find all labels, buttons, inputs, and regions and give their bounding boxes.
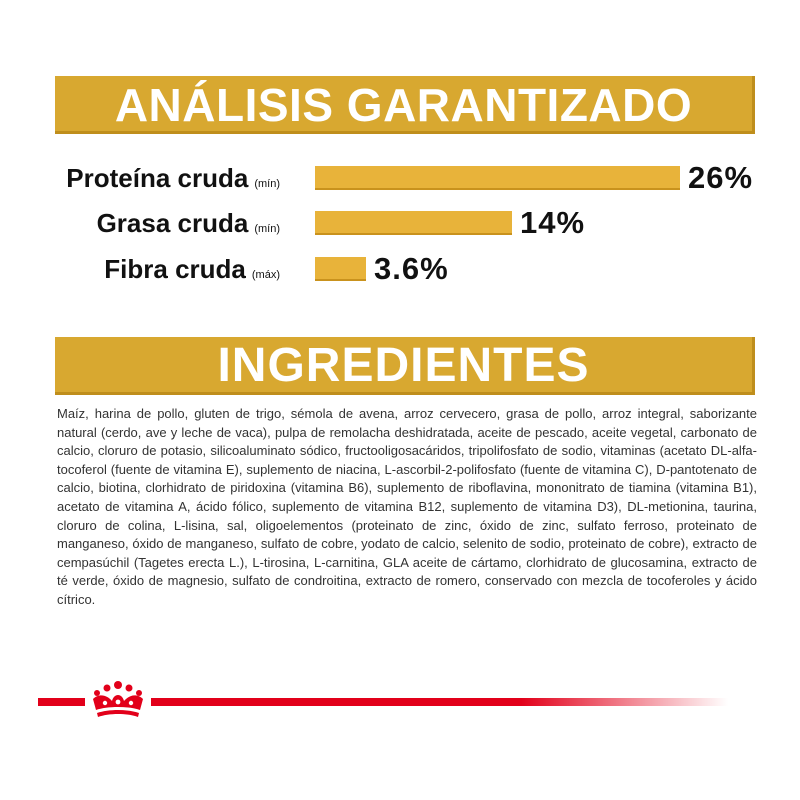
analysis-row-fiber: Fibra cruda (máx) 3.6% (0, 249, 800, 289)
analysis-heading-banner: ANÁLISIS GARANTIZADO (55, 76, 755, 134)
analysis-heading: ANÁLISIS GARANTIZADO (114, 79, 693, 131)
crown-icon (85, 679, 151, 721)
analysis-label: Proteína cruda (mín) (66, 158, 280, 198)
analysis-label: Grasa cruda (mín) (97, 203, 280, 243)
ingredients-heading-banner: INGREDIENTES (55, 337, 755, 395)
ingredients-list: Maíz, harina de pollo, gluten de trigo, … (57, 406, 757, 607)
analysis-bar (315, 211, 512, 235)
analysis-qualifier: (mín) (254, 178, 280, 190)
analysis-row-fat: Grasa cruda (mín) 14% (0, 203, 800, 243)
analysis-value: 14% (520, 205, 586, 240)
brand-footer-line (38, 698, 728, 706)
analysis-label: Fibra cruda (máx) (104, 249, 280, 289)
ingredients-heading: INGREDIENTES (217, 339, 590, 392)
analysis-value: 26% (688, 160, 754, 195)
analysis-bar (315, 257, 366, 281)
analysis-bar (315, 166, 680, 190)
analysis-qualifier: (máx) (251, 269, 280, 281)
analysis-label-text: Proteína cruda (66, 163, 249, 193)
analysis-row-protein: Proteína cruda (mín) 26% (0, 158, 800, 198)
analysis-value: 3.6% (374, 251, 449, 286)
analysis-qualifier: (mín) (254, 223, 280, 235)
analysis-label-text: Fibra cruda (104, 254, 246, 284)
analysis-label-text: Grasa cruda (96, 208, 249, 238)
